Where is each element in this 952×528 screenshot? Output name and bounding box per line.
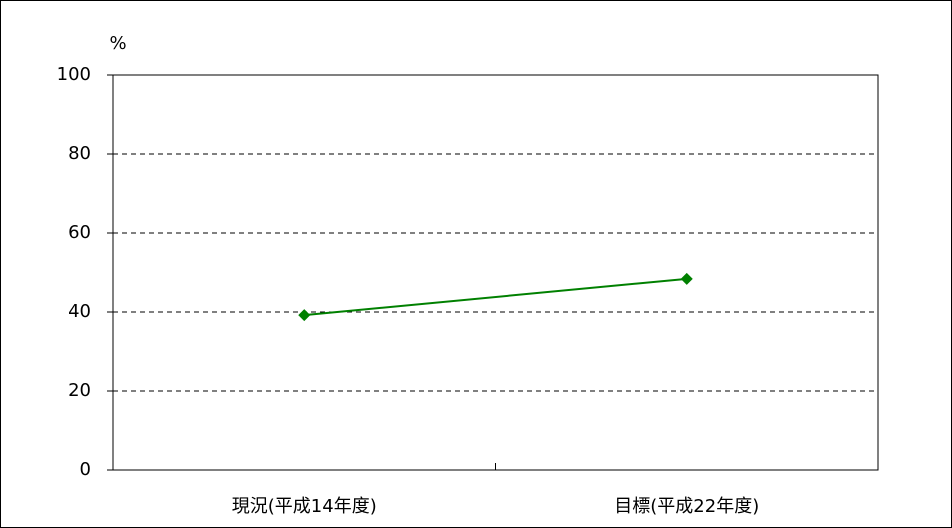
y-axis-unit: %	[109, 33, 126, 54]
x-tick-label: 目標(平成22年度)	[614, 496, 759, 517]
y-tick-label: 40	[68, 301, 91, 322]
y-tick-label: 80	[68, 143, 91, 164]
line	[304, 277, 687, 317]
y-tick-label: 20	[68, 380, 91, 401]
marker	[680, 272, 693, 285]
x-tick-label: 現況(平成14年度)	[232, 496, 377, 517]
marker	[298, 309, 311, 322]
y-tick-label: 100	[57, 64, 91, 85]
y-tick-label: 60	[68, 222, 91, 243]
y-tick-label: 0	[80, 459, 91, 480]
